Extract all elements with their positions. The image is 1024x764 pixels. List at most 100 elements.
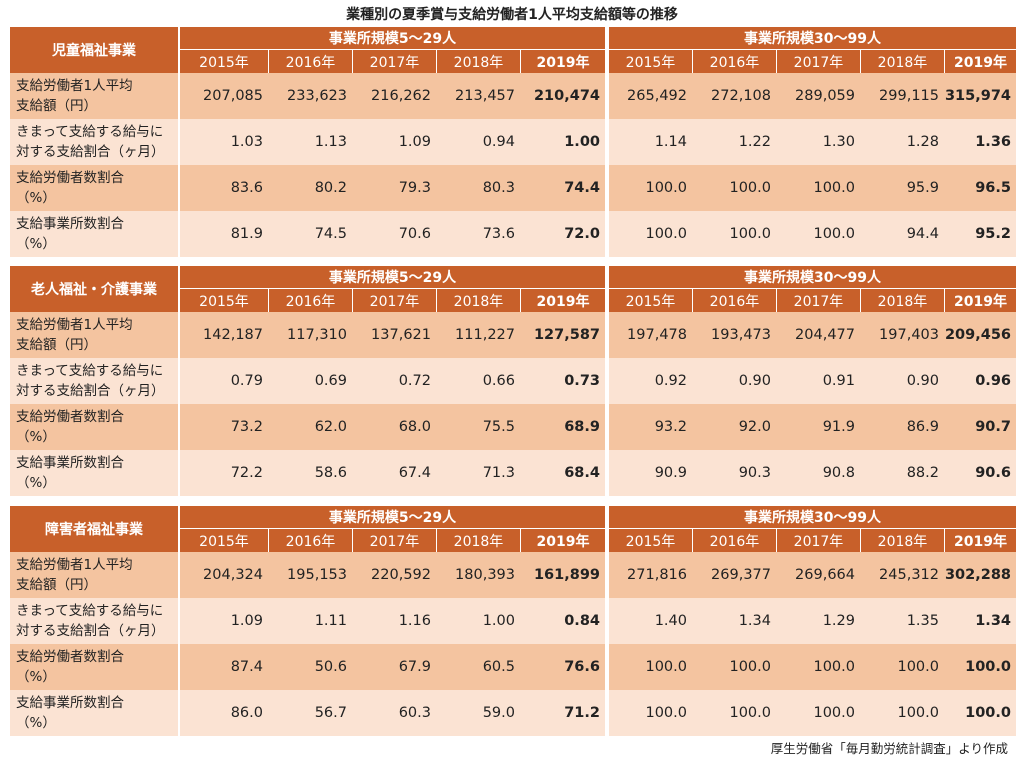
table-cell: 80.2	[314, 180, 347, 196]
row-label: 支給労働者1人平均 支給額（円）	[10, 312, 178, 358]
row-label-line: 支給労働者数割合	[16, 649, 124, 665]
year-header: 2015年	[180, 289, 268, 312]
table-cell: 269,664	[795, 567, 855, 583]
row-label: 支給労働者数割合 （%）	[10, 404, 178, 450]
year-header: 2015年	[180, 529, 268, 552]
table-row: 93.2 92.0 91.9 86.9 90.7	[609, 404, 1016, 450]
year-header: 2018年	[436, 50, 520, 73]
table-cell: 71.2	[564, 705, 600, 721]
table-cell: 72.2	[230, 465, 263, 481]
row-label-line: （%）	[16, 715, 56, 731]
year-header: 2019年	[944, 529, 1016, 552]
year-header: 2015年	[609, 289, 692, 312]
table-row: 197,478 193,473 204,477 197,403 209,456	[609, 312, 1016, 358]
table-cell: 272,108	[711, 88, 771, 104]
group-header: 事業所規模30～99人	[609, 27, 1016, 49]
table-cell: 95.9	[906, 180, 939, 196]
table-cell: 68.9	[564, 419, 600, 435]
table-cell: 100.0	[729, 180, 771, 196]
group-header: 事業所規模5～29人	[180, 27, 605, 49]
label-column: 児童福祉事業 支給労働者1人平均 支給額（円） きまって支給する給与に 対する支給割合（…	[10, 27, 178, 257]
table-cell: 90.9	[654, 465, 687, 481]
table-cell: 0.96	[975, 373, 1011, 389]
year-header: 2019年	[520, 50, 605, 73]
table-cell: 1.28	[906, 134, 939, 150]
row-label: きまって支給する給与に 対する支給割合（ヶ月）	[10, 598, 178, 644]
table-cell: 100.0	[645, 180, 687, 196]
year-header: 2019年	[944, 50, 1016, 73]
table-row: 100.0 100.0 100.0 100.0 100.0	[609, 644, 1016, 690]
table-row: 90.9 90.3 90.8 88.2 90.6	[609, 450, 1016, 496]
year-header: 2015年	[609, 529, 692, 552]
table-cell: 271,816	[627, 567, 687, 583]
table-cell: 60.3	[398, 705, 431, 721]
year-header-row: 2015年 2016年 2017年 2018年 2019年	[180, 289, 605, 312]
row-label: 支給事業所数割合 （%）	[10, 211, 178, 257]
table-cell: 90.6	[975, 465, 1011, 481]
table-row: 86.0 56.7 60.3 59.0 71.2	[180, 690, 605, 736]
table-cell: 87.4	[230, 659, 263, 675]
table-cell: 209,456	[944, 327, 1011, 343]
table-cell: 1.40	[654, 613, 687, 629]
table-cell: 50.6	[314, 659, 347, 675]
table-cell: 81.9	[230, 226, 263, 242]
table-cell: 68.4	[564, 465, 600, 481]
year-header: 2015年	[609, 50, 692, 73]
table-cell: 0.91	[822, 373, 855, 389]
table-cell: 92.0	[738, 419, 771, 435]
table-cell: 100.0	[965, 705, 1011, 721]
table-cell: 71.3	[482, 465, 515, 481]
year-header: 2018年	[860, 50, 944, 73]
page-title: 業種別の夏季賞与支給労働者1人平均支給額等の推移	[346, 7, 678, 23]
table-row: 1.03 1.13 1.09 0.94 1.00	[180, 119, 605, 165]
table-cell: 289,059	[795, 88, 855, 104]
table-cell: 70.6	[398, 226, 431, 242]
table-cell: 0.90	[738, 373, 771, 389]
table-cell: 1.29	[822, 613, 855, 629]
year-header: 2016年	[692, 289, 776, 312]
year-header: 2018年	[436, 529, 520, 552]
table-cell: 161,899	[533, 567, 600, 583]
table-cell: 73.6	[482, 226, 515, 242]
row-label-line: 支給事業所数割合	[16, 695, 124, 711]
table-cell: 127,587	[533, 327, 600, 343]
table-cell: 0.73	[564, 373, 600, 389]
table-cell: 95.2	[975, 226, 1011, 242]
table-row: 72.2 58.6 67.4 71.3 68.4	[180, 450, 605, 496]
table-row: 271,816 269,377 269,664 245,312 302,288	[609, 552, 1016, 598]
table-cell: 88.2	[906, 465, 939, 481]
table-cell: 1.36	[975, 134, 1011, 150]
table-cell: 1.09	[230, 613, 263, 629]
table-cell: 1.00	[564, 134, 600, 150]
table-cell: 0.72	[398, 373, 431, 389]
table-cell: 67.4	[398, 465, 431, 481]
year-header: 2017年	[776, 50, 860, 73]
table-cell: 100.0	[729, 226, 771, 242]
row-label: 支給労働者1人平均 支給額（円）	[10, 73, 178, 119]
row-label-line: （%）	[16, 669, 56, 685]
table-cell: 100.0	[645, 705, 687, 721]
row-label-line: 対する支給割合（ヶ月）	[16, 623, 165, 639]
table-row: 142,187 117,310 137,621 111,227 127,587	[180, 312, 605, 358]
table-cell: 233,623	[287, 88, 347, 104]
row-label-line: 支給事業所数割合	[16, 216, 124, 232]
table-cell: 90.8	[822, 465, 855, 481]
group-block: 事業所規模30～99人 2015年 2016年 2017年 2018年 2019年 197,…	[609, 266, 1016, 496]
table-row: 100.0 100.0 100.0 95.9 96.5	[609, 165, 1016, 211]
row-label-line: 支給労働者1人平均	[16, 317, 133, 333]
row-label: きまって支給する給与に 対する支給割合（ヶ月）	[10, 358, 178, 404]
table-row: 0.92 0.90 0.91 0.90 0.96	[609, 358, 1016, 404]
group-header: 事業所規模30～99人	[609, 506, 1016, 528]
table-cell: 195,153	[287, 567, 347, 583]
row-label: 支給労働者1人平均 支給額（円）	[10, 552, 178, 598]
year-header: 2019年	[944, 289, 1016, 312]
table-cell: 193,473	[711, 327, 771, 343]
group-header: 事業所規模5～29人	[180, 506, 605, 528]
group-header: 事業所規模30～99人	[609, 266, 1016, 288]
table-cell: 204,477	[795, 327, 855, 343]
year-header: 2017年	[776, 289, 860, 312]
table-cell: 100.0	[729, 659, 771, 675]
table-cell: 76.6	[564, 659, 600, 675]
table-cell: 86.9	[906, 419, 939, 435]
table-cell: 72.0	[564, 226, 600, 242]
